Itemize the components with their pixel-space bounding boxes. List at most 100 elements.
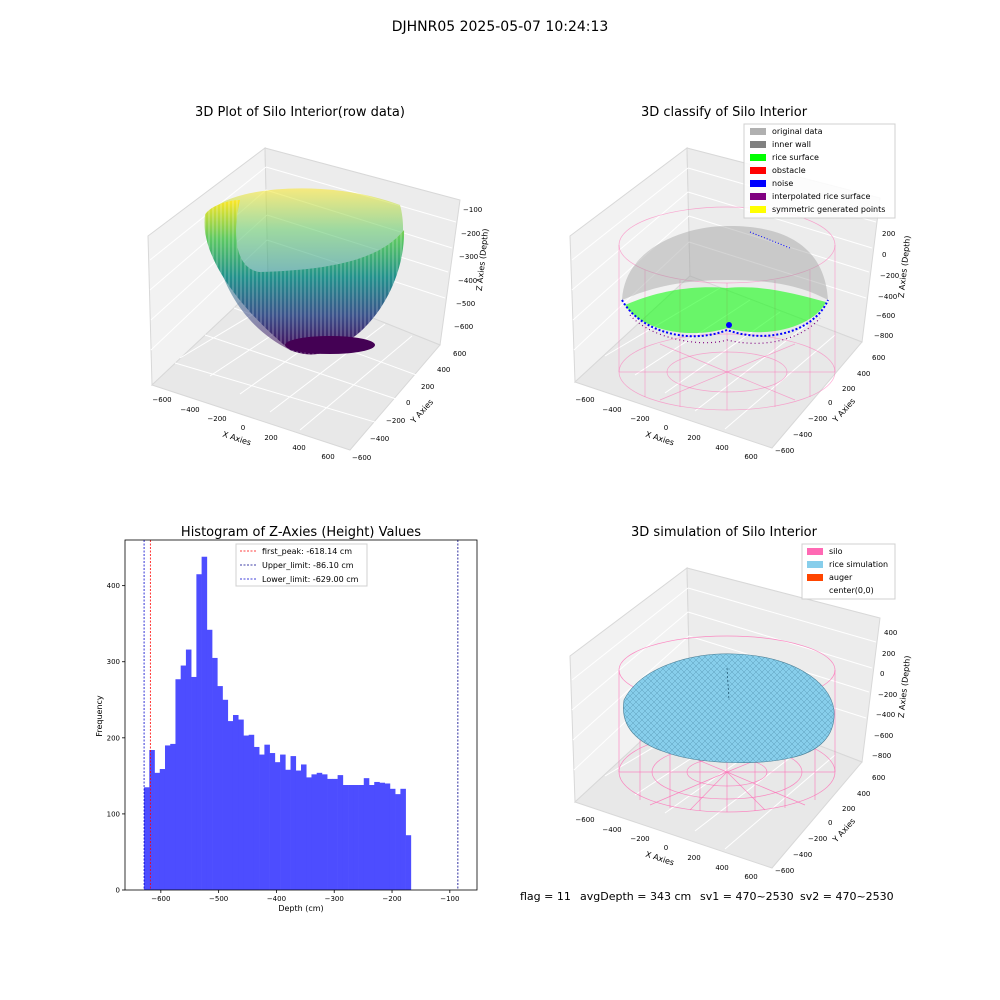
histogram-bar xyxy=(400,788,406,890)
status-sv1: sv1 = 470~2530 xyxy=(700,890,794,903)
x-tick-label: −200 xyxy=(382,895,401,903)
tick-label: −400 xyxy=(458,277,477,285)
tick-label: 600 xyxy=(872,354,885,362)
histogram-bar xyxy=(144,787,150,890)
classify-noise-ring xyxy=(621,299,829,338)
x-tick-label: −100 xyxy=(440,895,459,903)
tick-label: −400 xyxy=(876,711,895,719)
histogram-bar xyxy=(269,753,276,890)
histogram-bar xyxy=(154,772,161,890)
x-tick-label: −600 xyxy=(151,895,170,903)
simulation-y-ticks: 600 400 200 0 −200 −400 −600 xyxy=(775,774,885,875)
legend-swatch xyxy=(807,548,823,555)
legend-label: center(0,0) xyxy=(829,586,874,595)
histogram-bar xyxy=(259,754,265,890)
legend-swatch xyxy=(750,141,766,148)
legend-label: silo xyxy=(829,547,843,556)
histogram-bar xyxy=(191,676,197,890)
classify-xlabel: X Axies xyxy=(644,430,675,448)
raw-3d-bottom-dark xyxy=(285,336,375,354)
x-tick-label: −400 xyxy=(267,895,286,903)
tick-label: −600 xyxy=(775,447,794,455)
histogram-bar xyxy=(280,754,286,890)
histogram-bar xyxy=(389,788,396,890)
histogram-bar xyxy=(363,778,370,890)
histogram-bar xyxy=(264,744,270,890)
histogram-x-ticks: −600 −500 −400 −300 −200 −100 xyxy=(151,890,459,903)
histogram-bar xyxy=(227,721,234,890)
raw-3d-ylabel: Y Axies xyxy=(408,398,435,426)
tick-label: −600 xyxy=(454,323,473,331)
histogram-bar xyxy=(253,746,260,890)
tick-label: 0 xyxy=(664,424,668,432)
tick-label: 400 xyxy=(715,444,728,452)
tick-label: −100 xyxy=(463,206,482,214)
tick-label: −300 xyxy=(459,253,478,261)
status-avg-depth: avgDepth = 343 cm xyxy=(580,890,691,903)
classify-center-point xyxy=(726,322,732,328)
histogram-bar xyxy=(196,574,202,890)
tick-label: 200 xyxy=(687,854,700,862)
legend-label: rice surface xyxy=(772,153,819,162)
classify-z-ticks: 200 0 −200 −400 −600 −800 xyxy=(874,230,899,340)
status-sv2: sv2 = 470~2530 xyxy=(800,890,894,903)
classify-legend: original data inner wall rice surface ob… xyxy=(743,123,896,219)
simulation-zlabel: Z Axies (Depth) xyxy=(897,655,913,718)
histogram-bar xyxy=(337,775,344,890)
tick-label: −200 xyxy=(630,835,649,843)
histogram-frame xyxy=(124,539,478,891)
tick-label: 400 xyxy=(884,629,897,637)
legend-label: interpolated rice surface xyxy=(772,192,870,201)
classify-inner-wall xyxy=(622,225,828,300)
histogram-bar xyxy=(321,774,328,890)
histogram-bar xyxy=(374,781,380,890)
tick-label: 600 xyxy=(744,873,757,881)
tick-label: 200 xyxy=(842,385,855,393)
histogram-bar xyxy=(248,734,255,890)
histogram-ylabel: Frequency xyxy=(95,695,104,737)
tick-label: −200 xyxy=(880,272,899,280)
classify-3d-title: 3D classify of Silo Interior xyxy=(641,105,808,120)
legend-label: original data xyxy=(772,127,823,136)
tick-label: −200 xyxy=(630,415,649,423)
classify-zlabel: Z Axies (Depth) xyxy=(897,235,913,298)
tick-label: 200 xyxy=(842,805,855,813)
status-flag: flag = 11 xyxy=(520,890,571,903)
histogram-bar xyxy=(206,629,213,890)
classify-y-ticks: 600 400 200 0 −200 −400 −600 xyxy=(775,354,885,455)
tick-label: −600 xyxy=(352,454,371,462)
legend-swatch xyxy=(750,128,766,135)
simulation-z-ticks: 400 200 0 −200 −400 −600 −800 xyxy=(872,629,897,760)
legend-box xyxy=(743,123,896,219)
classify-noise-top xyxy=(749,231,791,249)
tick-label: −600 xyxy=(775,867,794,875)
tick-label: 600 xyxy=(453,350,466,358)
tick-label: −200 xyxy=(878,691,897,699)
histogram-bar xyxy=(327,778,333,890)
histogram-bar xyxy=(290,756,297,890)
tick-label: −400 xyxy=(602,826,621,834)
simulation-3d-title: 3D simulation of Silo Interior xyxy=(631,525,818,540)
legend-label: auger xyxy=(829,573,853,582)
tick-label: 0 xyxy=(241,424,245,432)
classify-silo-wireframe xyxy=(618,206,836,411)
histogram-vlines xyxy=(143,540,459,890)
tick-label: −600 xyxy=(575,396,594,404)
tick-label: −600 xyxy=(876,312,895,320)
histogram-bar xyxy=(222,699,229,890)
legend-swatch xyxy=(750,206,766,213)
tick-label: −500 xyxy=(456,300,475,308)
raw-3d-x-ticks: −600 −400 −200 0 200 400 600 xyxy=(152,396,334,461)
histogram-bar xyxy=(316,772,323,890)
legend-label: Lower_limit: -629.00 cm xyxy=(262,575,359,584)
tick-label: −200 xyxy=(808,415,827,423)
classify-rice-surface xyxy=(625,287,826,334)
tick-label: 600 xyxy=(744,453,757,461)
classify-ylabel: Y Axies xyxy=(830,397,857,425)
tick-label: 400 xyxy=(857,790,870,798)
histogram-bar xyxy=(295,770,302,890)
histogram-bar xyxy=(212,657,218,890)
tick-label: 400 xyxy=(715,864,728,872)
legend-label: inner wall xyxy=(772,140,811,149)
